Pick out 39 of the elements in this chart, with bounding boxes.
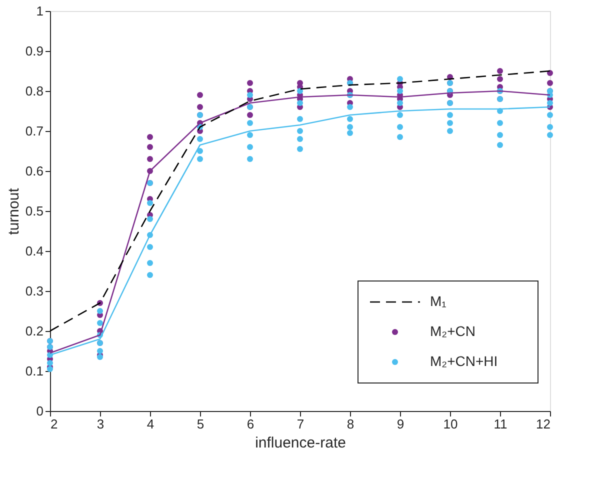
x-tick-label: 4 <box>146 416 154 432</box>
x-axis-title: influence-rate <box>255 434 346 452</box>
y-tick-label: 0.2 <box>25 324 44 338</box>
point <box>497 76 503 82</box>
x-tick-label: 12 <box>536 416 550 432</box>
point <box>547 80 553 86</box>
y-tick-label: 1 <box>36 4 44 18</box>
x-tick-label: 10 <box>443 416 458 432</box>
legend-label: M₂+CN <box>430 323 476 339</box>
x-tick-label: 6 <box>246 416 254 432</box>
y-tick-label: 0.8 <box>25 84 44 98</box>
x-tick-label: 7 <box>296 416 304 432</box>
y-tick-label: 0.3 <box>25 284 44 298</box>
y-tick-label: 0.6 <box>25 164 44 178</box>
point <box>147 144 153 150</box>
point <box>547 70 553 76</box>
y-tick-label: 0.4 <box>25 244 44 258</box>
point <box>197 104 203 110</box>
legend-label: M₁ <box>430 293 447 309</box>
y-axis-title: turnout <box>5 187 22 235</box>
x-tick-label: 5 <box>196 416 204 432</box>
point <box>147 156 153 162</box>
point <box>147 134 153 140</box>
x-tick-label: 8 <box>346 416 354 432</box>
legend-label: M₂+CN+HI <box>430 353 498 369</box>
x-tick-label: 3 <box>96 416 104 432</box>
point <box>197 92 203 98</box>
x-tick-label: 2 <box>50 416 58 432</box>
y-tick-label: 0 <box>36 404 44 418</box>
point <box>297 80 303 86</box>
y-tick-label: 0.1 <box>25 364 44 378</box>
point <box>497 68 503 74</box>
x-tick-label: 11 <box>494 416 508 432</box>
y-tick-label: 0.7 <box>25 124 44 138</box>
y-tick-label: 0.9 <box>25 44 44 58</box>
point <box>247 112 253 118</box>
point <box>247 80 253 86</box>
x-tick-label: 9 <box>396 416 404 432</box>
y-tick-label: 0.5 <box>25 204 44 218</box>
